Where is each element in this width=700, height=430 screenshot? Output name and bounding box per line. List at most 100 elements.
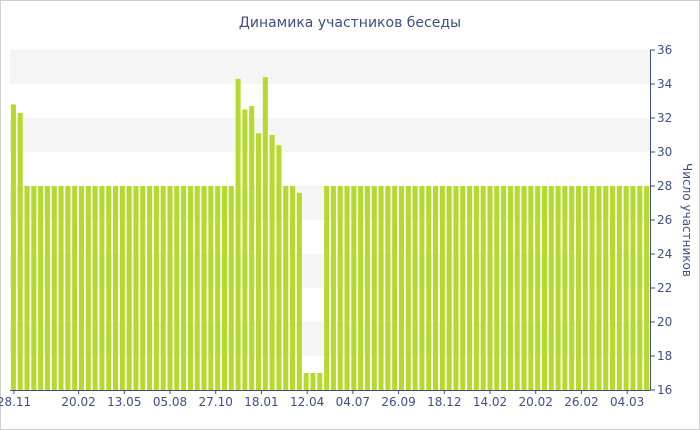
bar <box>439 186 445 390</box>
x-tick-label: 14.02 <box>473 395 507 409</box>
bar <box>262 77 268 390</box>
x-tick-label: 18.01 <box>244 395 278 409</box>
y-tick-label: 16 <box>657 383 672 397</box>
bar <box>467 186 473 390</box>
y-tick-label: 34 <box>657 77 672 91</box>
bar <box>303 373 309 390</box>
bar <box>85 186 91 390</box>
bar <box>358 186 364 390</box>
bar <box>194 186 200 390</box>
y-tick-label: 22 <box>657 281 672 295</box>
bar <box>51 186 57 390</box>
bar <box>126 186 132 390</box>
bar <box>167 186 173 390</box>
x-tick-label: 27.10 <box>199 395 233 409</box>
x-tick-label: 26.09 <box>381 395 415 409</box>
y-tick-label: 26 <box>657 213 672 227</box>
x-tick-label: 18.12 <box>427 395 461 409</box>
bar <box>317 373 323 390</box>
bar <box>575 186 582 390</box>
bar <box>630 186 636 390</box>
bar <box>603 186 609 390</box>
bar <box>10 104 16 391</box>
bar <box>221 186 227 390</box>
bar <box>637 186 643 390</box>
bar <box>106 186 112 390</box>
bar <box>181 186 187 390</box>
bar <box>330 186 336 390</box>
bar <box>113 186 119 390</box>
bar <box>371 186 377 390</box>
bar <box>494 186 500 390</box>
bar <box>501 186 507 390</box>
bar <box>446 186 452 390</box>
y-tick-label: 30 <box>657 145 672 159</box>
x-tick-label: 26.02 <box>564 395 598 409</box>
bar <box>269 135 275 390</box>
bar <box>405 186 411 390</box>
bar <box>610 186 616 390</box>
bar <box>153 186 159 390</box>
bar <box>535 186 541 390</box>
bar <box>119 186 125 390</box>
bar <box>433 186 439 390</box>
bar <box>249 106 255 390</box>
bar <box>133 186 139 390</box>
bar <box>140 186 146 390</box>
grid-band <box>10 254 650 288</box>
bar <box>623 186 629 390</box>
x-tick-label: 20.02 <box>61 395 95 409</box>
bar <box>562 186 568 390</box>
grid-band <box>10 322 650 356</box>
bar <box>528 186 534 390</box>
bar <box>541 186 547 390</box>
x-tick-label: 04.03 <box>610 395 644 409</box>
bar <box>351 186 357 390</box>
bar <box>419 186 425 390</box>
bar <box>473 186 479 390</box>
bar <box>92 186 98 390</box>
bar <box>160 186 166 390</box>
bar <box>72 186 78 390</box>
x-tick-label: 20.02 <box>519 395 553 409</box>
y-tick-label: 18 <box>657 349 672 363</box>
grid-band <box>10 186 650 220</box>
bar <box>201 186 207 390</box>
bar <box>453 186 459 390</box>
bar <box>398 186 405 390</box>
x-tick-label: 05.08 <box>153 395 187 409</box>
x-tick-label: 04.07 <box>336 395 370 409</box>
x-tick-label: 12.04 <box>290 395 324 409</box>
chart-title: Динамика участников беседы <box>239 15 461 31</box>
bar <box>65 186 71 390</box>
bars <box>10 77 650 391</box>
bar <box>283 186 289 390</box>
bar <box>174 186 180 390</box>
bar <box>514 186 520 390</box>
bar <box>507 186 513 390</box>
bar <box>276 145 282 390</box>
bar <box>480 186 486 390</box>
grid-band <box>10 118 650 152</box>
grid-band <box>10 50 650 84</box>
bar <box>426 186 432 390</box>
bar <box>569 186 575 390</box>
bar <box>31 186 37 390</box>
bar <box>290 186 296 390</box>
bar <box>487 186 493 390</box>
bar <box>208 186 214 390</box>
bar <box>555 186 561 390</box>
y-tick-label: 36 <box>657 43 672 57</box>
bar <box>548 186 554 390</box>
bar <box>78 186 85 390</box>
bar <box>337 186 343 390</box>
bar <box>58 186 64 390</box>
bar <box>378 186 384 390</box>
bar <box>99 186 105 390</box>
bar <box>616 186 622 390</box>
y-tick-label: 28 <box>657 179 672 193</box>
bar <box>296 192 302 390</box>
bar <box>187 186 193 390</box>
bar <box>412 186 418 390</box>
x-tick-label: 28.11 <box>0 395 31 409</box>
